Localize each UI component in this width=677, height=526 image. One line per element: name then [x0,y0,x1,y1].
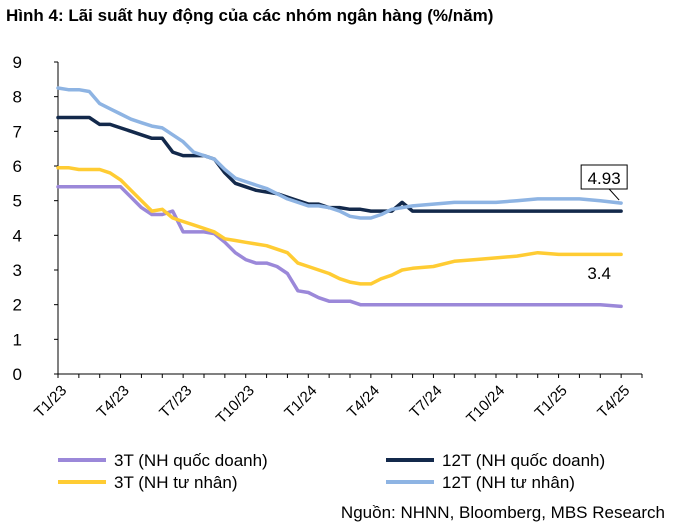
legend-label: 12T (NH tư nhân) [442,473,575,492]
legend-item: 12T (NH quốc doanh) [386,451,605,470]
source-note: Nguồn: NHNN, Bloomberg, MBS Research [340,503,665,522]
y-tick-label: 5 [13,192,22,211]
x-tick-label: T1/25 [532,382,571,421]
data-label-box [579,260,620,284]
y-tick-label: 7 [13,122,22,141]
chart-legend: 3T (NH quốc doanh) 12T (NH quốc doanh) 3T … [58,451,605,492]
x-tick-label: T4/24 [344,382,383,421]
y-tick-label: 1 [13,330,22,349]
x-tick-label: T7/24 [406,382,445,421]
chart-data-labels: 4.93 3.4 [579,164,628,284]
chart-series-lines [56,86,623,309]
y-tick-label: 9 [13,53,22,72]
x-tick-label: T10/23 [213,382,258,427]
data-label-leader [608,188,620,201]
data-label: 3.4 [587,264,611,283]
series-line [56,115,623,213]
legend-item: 3T (NH quốc doanh) [58,451,268,470]
data-label-box [580,164,628,190]
legend-item: 3T (NH tư nhân) [58,473,238,492]
y-tick-label: 2 [13,296,22,315]
legend-label: 12T (NH quốc doanh) [442,451,605,470]
x-tick-label: T1/23 [31,382,70,421]
y-tick-label: 6 [13,157,22,176]
series-line [56,185,623,309]
x-tick-label: T7/23 [156,382,195,421]
series-line [56,86,623,220]
x-tick-label: T4/23 [94,382,133,421]
legend-label: 3T (NH quốc doanh) [114,451,268,470]
y-tick-label: 4 [13,226,22,245]
chart-title: Hình 4: Lãi suất huy động của các nhóm n… [6,6,494,25]
y-tick-label: 8 [13,88,22,107]
x-tick-label: T4/25 [594,382,633,421]
x-tick-label: T10/24 [463,382,508,427]
series-line [56,165,623,286]
legend-item: 12T (NH tư nhân) [386,473,575,492]
data-label: 4.93 [588,169,621,188]
y-tick-label: 3 [13,261,22,280]
y-tick-label: 0 [13,365,22,384]
legend-label: 3T (NH tư nhân) [114,473,238,492]
x-tick-label: T1/24 [281,382,320,421]
